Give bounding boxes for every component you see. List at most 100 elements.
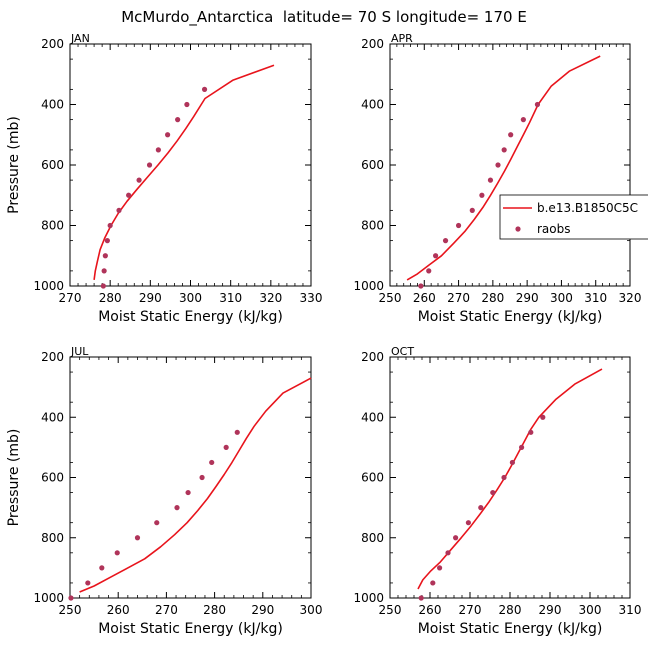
y-tick-label: 400 (41, 98, 64, 112)
raob-point (100, 283, 106, 289)
x-tick-label: 270 (155, 603, 178, 617)
x-tick-label: 330 (300, 291, 323, 305)
legend: b.e13.B1850C5C raobs (499, 194, 648, 240)
raob-point (478, 505, 484, 511)
raob-point (528, 429, 534, 435)
model-line (406, 55, 601, 281)
legend-obs-swatch (515, 226, 521, 232)
x-tick-label: 290 (139, 291, 162, 305)
y-tick-label: 200 (41, 37, 64, 51)
x-tick-label: 280 (203, 603, 226, 617)
raob-point (445, 550, 451, 556)
y-tick-label: 400 (361, 98, 384, 112)
panel-jan: 270 280 290 300 310 320 330 200 400 600 800 1000 JAN… (6, 32, 322, 325)
model-line (417, 368, 603, 590)
raob-point (520, 117, 526, 123)
raob-point (136, 177, 142, 183)
panel-oct: 250 260 270 280 290 300 310 200 400 600 800 1000 OCT… (353, 345, 641, 637)
raob-point (534, 101, 541, 108)
raob-point (234, 429, 240, 435)
raob-point (501, 474, 507, 481)
x-tick-label: 260 (107, 603, 130, 617)
raob-point (479, 192, 485, 198)
plot-frame (69, 43, 312, 287)
y-tick-label: 800 (41, 531, 64, 545)
x-tick-label: 300 (579, 603, 602, 617)
x-tick-label: 310 (584, 291, 607, 305)
x-tick-label: 310 (619, 603, 642, 617)
y-tick-label: 600 (41, 158, 64, 172)
y-axis-label: Pressure (mb) (6, 429, 22, 527)
y-tick-label: 1000 (33, 591, 64, 605)
y-tick-label: 1000 (33, 279, 64, 293)
raob-point (437, 565, 443, 571)
raob-point (465, 520, 471, 526)
y-tick-label: 800 (41, 219, 64, 233)
x-tick-label: 260 (413, 291, 436, 305)
x-tick-label: 270 (447, 291, 470, 305)
y-tick-label: 1000 (353, 591, 384, 605)
x-tick-label: 320 (619, 291, 642, 305)
raob-point (495, 162, 501, 168)
y-tick-label: 400 (361, 410, 384, 424)
raob-point (455, 222, 462, 229)
raob-point (223, 444, 229, 450)
panel-jul: 250 260 270 280 290 300 200 400 600 800 1000 JUL Moi… (6, 345, 322, 637)
panel-title: OCT (391, 345, 414, 358)
y-tick-label: 1000 (353, 279, 384, 293)
raob-point (509, 459, 515, 466)
x-tick-label: 250 (59, 603, 82, 617)
panel-title: APR (391, 32, 413, 45)
raob-point (501, 147, 507, 153)
x-axis-label: Moist Static Energy (kJ/kg) (418, 309, 603, 325)
legend-obs-label: raobs (537, 222, 571, 236)
raob-point (134, 535, 141, 541)
x-tick-label: 300 (179, 291, 202, 305)
panel-title: JAN (70, 32, 90, 45)
raob-point (174, 505, 180, 511)
raob-point (104, 238, 110, 244)
model-line (93, 64, 275, 281)
x-tick-label: 290 (539, 603, 562, 617)
x-tick-label: 280 (499, 603, 522, 617)
plot-frame (389, 43, 631, 287)
raob-point (154, 520, 160, 526)
y-tick-label: 600 (41, 471, 64, 485)
x-tick-label: 250 (379, 603, 402, 617)
raob-point (114, 550, 120, 556)
raob-point (453, 535, 459, 541)
x-tick-label: 300 (300, 603, 323, 617)
x-axis-label: Moist Static Energy (kJ/kg) (98, 621, 283, 637)
y-axis-label: Pressure (mb) (6, 116, 22, 214)
raob-point (126, 192, 132, 198)
raob-point (99, 565, 105, 571)
raob-point (85, 580, 91, 586)
raob-point (184, 101, 190, 108)
panel-apr: 250 260 270 280 290 300 310 320 200 400 600 800 1000… (353, 32, 641, 325)
x-axis-label: Moist Static Energy (kJ/kg) (418, 621, 603, 637)
panel-title: JUL (70, 345, 89, 358)
raob-point (146, 162, 153, 168)
y-tick-label: 400 (41, 410, 64, 424)
raob-point (540, 414, 546, 420)
raob-point (508, 132, 514, 138)
raob-point (107, 222, 113, 229)
x-tick-label: 280 (481, 291, 504, 305)
x-tick-label: 250 (379, 291, 402, 305)
y-tick-label: 800 (361, 219, 384, 233)
raob-point (469, 207, 475, 213)
y-tick-label: 200 (41, 350, 64, 364)
raob-point (68, 595, 74, 601)
x-tick-label: 320 (259, 291, 282, 305)
raob-point (433, 253, 439, 259)
raob-point (209, 459, 215, 466)
raob-point (426, 268, 432, 274)
y-tick-label: 600 (361, 158, 384, 172)
raob-point (165, 132, 171, 138)
plot-frame (389, 356, 631, 599)
x-tick-label: 270 (459, 603, 482, 617)
raob-point (201, 86, 208, 92)
legend-box (499, 194, 648, 240)
x-tick-label: 300 (550, 291, 573, 305)
